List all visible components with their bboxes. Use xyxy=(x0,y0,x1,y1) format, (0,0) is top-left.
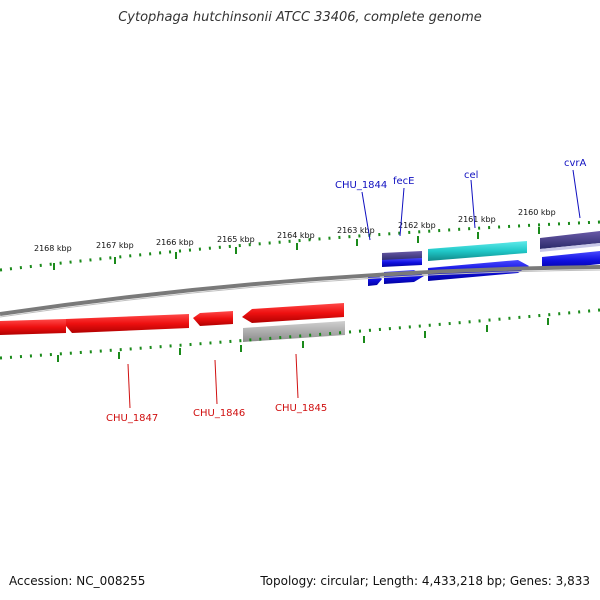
gene-label-CHU_1846: CHU_1846 xyxy=(193,408,245,419)
ruler-label-2167: 2167 kbp xyxy=(96,241,134,250)
ruler-label-2163: 2163 kbp xyxy=(337,226,375,235)
accession-text: Accession: NC_008255 xyxy=(9,574,146,588)
cds-CHU_1846[interactable] xyxy=(193,311,233,326)
gene-label-cvrA: cvrA xyxy=(564,158,587,169)
cds-CHU_1845[interactable] xyxy=(242,303,344,323)
reverse-gene-labels: CHU_1847 CHU_1846 CHU_1845 xyxy=(106,353,327,424)
inner-ruler xyxy=(0,308,600,362)
cds-CHU_1847[interactable] xyxy=(66,314,189,333)
cds-fecE-top[interactable] xyxy=(382,258,422,267)
genome-backbone xyxy=(0,265,600,316)
genome-title: Cytophaga hutchinsonii ATCC 33406, compl… xyxy=(118,10,482,25)
ruler-label-2168: 2168 kbp xyxy=(34,244,72,253)
reverse-cds-track[interactable] xyxy=(0,303,345,342)
ruler-label-2162: 2162 kbp xyxy=(398,221,436,230)
inner-ruler-major-ticks xyxy=(57,318,549,362)
ruler-label-2166: 2166 kbp xyxy=(156,238,194,247)
ruler-label-2160: 2160 kbp xyxy=(518,208,556,217)
ruler-label-2161: 2161 kbp xyxy=(458,215,496,224)
ruler-label-2164: 2164 kbp xyxy=(277,231,315,240)
ruler-label-2165: 2165 kbp xyxy=(217,235,255,244)
outer-ruler-major-ticks xyxy=(53,227,540,270)
cds-CHU_1847-left[interactable] xyxy=(0,319,66,335)
genome-summary-text: Topology: circular; Length: 4,433,218 bp… xyxy=(260,574,590,588)
cds-cel-top[interactable] xyxy=(428,241,527,261)
gene-label-cel: cel xyxy=(464,170,478,181)
gene-label-fecE: fecE xyxy=(393,176,415,187)
forward-gene-labels: CHU_1844 fecE cel cvrA xyxy=(335,158,587,241)
gene-label-CHU_1847: CHU_1847 xyxy=(106,413,158,424)
pseudo-CHU_1845[interactable] xyxy=(243,321,345,342)
ruler-labels: 2168 kbp 2167 kbp 2166 kbp 2165 kbp 2164… xyxy=(34,208,556,253)
gene-label-CHU_1844: CHU_1844 xyxy=(335,180,387,191)
gene-label-CHU_1845: CHU_1845 xyxy=(275,403,327,414)
outer-ruler xyxy=(0,220,600,272)
